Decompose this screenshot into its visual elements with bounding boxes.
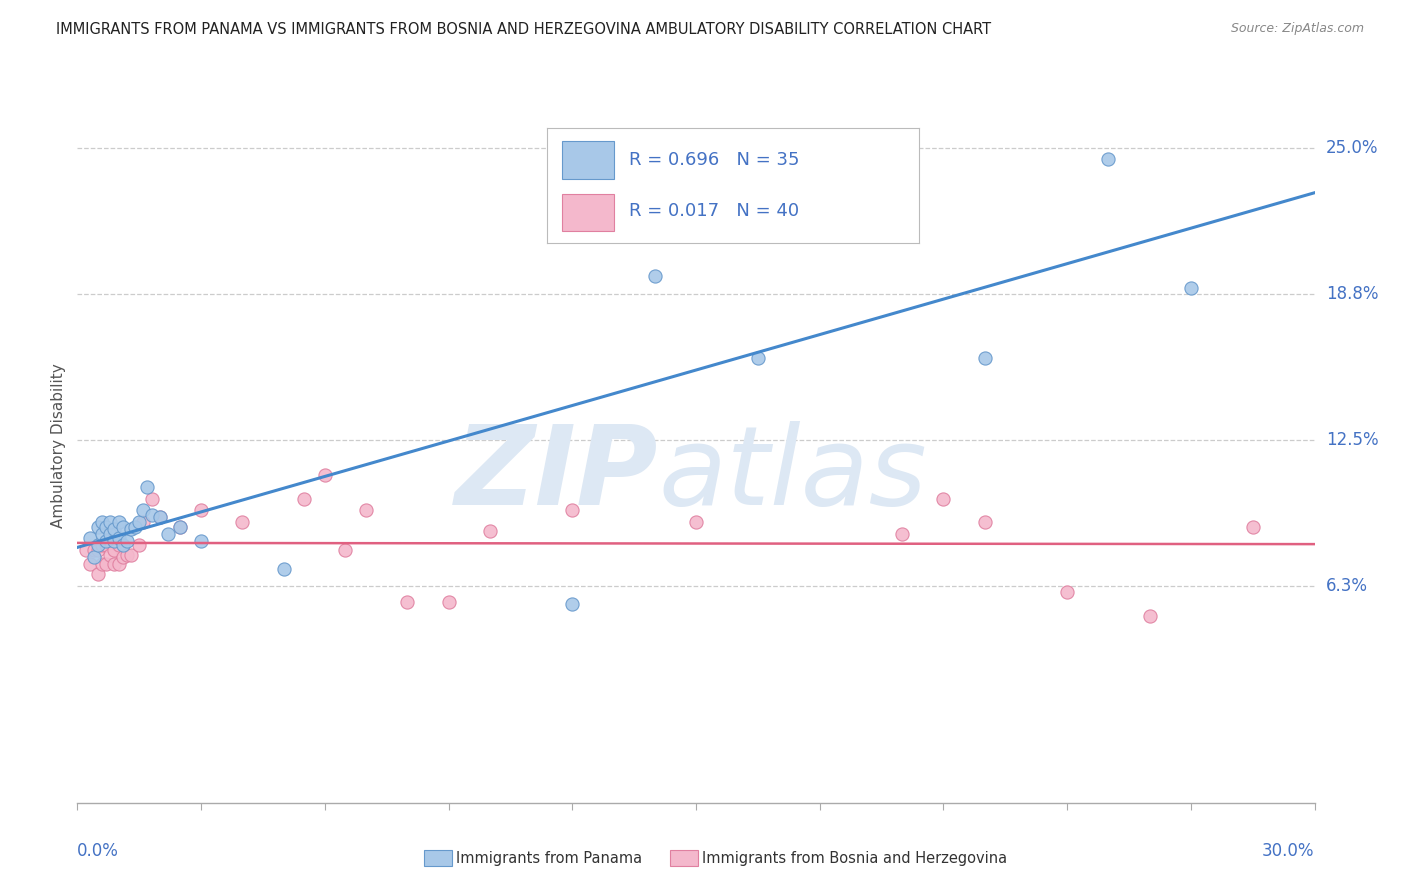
Point	[98, 548, 121, 562]
Point	[747, 351, 769, 366]
Point	[973, 515, 995, 529]
Point	[107, 557, 129, 571]
Point	[273, 562, 295, 576]
Point	[644, 269, 666, 284]
Point	[132, 503, 155, 517]
Point	[87, 566, 110, 581]
Point	[91, 526, 114, 541]
Point	[91, 557, 114, 571]
Point	[849, 199, 872, 213]
Point	[107, 515, 129, 529]
Point	[973, 351, 995, 366]
Point	[103, 543, 125, 558]
Text: atlas: atlas	[659, 421, 928, 528]
Point	[83, 550, 105, 565]
Point	[96, 533, 118, 548]
Point	[1139, 608, 1161, 623]
Point	[87, 519, 110, 533]
Point	[83, 543, 105, 558]
Point	[190, 533, 212, 548]
Point	[1056, 585, 1078, 599]
Text: ZIP: ZIP	[456, 421, 659, 528]
Point	[169, 519, 191, 533]
Point	[98, 533, 121, 548]
Text: IMMIGRANTS FROM PANAMA VS IMMIGRANTS FROM BOSNIA AND HERZEGOVINA AMBULATORY DISA: IMMIGRANTS FROM PANAMA VS IMMIGRANTS FRO…	[56, 22, 991, 37]
Point	[96, 557, 118, 571]
Point	[111, 519, 134, 533]
Point	[103, 533, 125, 548]
Point	[120, 548, 142, 562]
Point	[478, 524, 501, 539]
Point	[111, 538, 134, 552]
Point	[157, 526, 180, 541]
Point	[98, 526, 121, 541]
Point	[124, 519, 146, 533]
Text: 0.0%: 0.0%	[77, 842, 120, 860]
Text: Source: ZipAtlas.com: Source: ZipAtlas.com	[1230, 22, 1364, 36]
Point	[115, 533, 138, 548]
Point	[1180, 281, 1202, 295]
Point	[107, 538, 129, 552]
Point	[354, 503, 377, 517]
Text: 18.8%: 18.8%	[1326, 285, 1378, 303]
Point	[141, 508, 163, 522]
Point	[96, 538, 118, 552]
Y-axis label: Ambulatory Disability: Ambulatory Disability	[51, 364, 66, 528]
Point	[79, 557, 101, 571]
Point	[932, 491, 955, 506]
Point	[685, 515, 707, 529]
Point	[96, 519, 118, 533]
Point	[107, 532, 129, 546]
Point	[891, 526, 914, 541]
Point	[115, 548, 138, 562]
Point	[136, 480, 159, 494]
Point	[149, 510, 172, 524]
Point	[335, 543, 357, 558]
Point	[103, 557, 125, 571]
Point	[132, 515, 155, 529]
Point	[1097, 153, 1119, 167]
Text: 6.3%: 6.3%	[1326, 577, 1368, 595]
Point	[292, 491, 315, 506]
Point	[87, 543, 110, 558]
Point	[149, 510, 172, 524]
Point	[103, 522, 125, 536]
Point	[231, 515, 253, 529]
Text: 12.5%: 12.5%	[1326, 431, 1378, 450]
Point	[111, 550, 134, 565]
Point	[120, 522, 142, 536]
Point	[1241, 519, 1264, 533]
Text: Immigrants from Panama: Immigrants from Panama	[456, 851, 643, 865]
Point	[141, 491, 163, 506]
Point	[91, 515, 114, 529]
Text: 25.0%: 25.0%	[1326, 138, 1378, 157]
Point	[79, 532, 101, 546]
Point	[314, 468, 336, 483]
Point	[128, 538, 150, 552]
Point	[190, 503, 212, 517]
Point	[396, 594, 419, 608]
Point	[169, 519, 191, 533]
Text: Immigrants from Bosnia and Herzegovina: Immigrants from Bosnia and Herzegovina	[702, 851, 1007, 865]
Point	[98, 515, 121, 529]
Point	[561, 597, 583, 611]
Point	[91, 538, 114, 552]
Point	[128, 515, 150, 529]
Point	[561, 503, 583, 517]
Text: 30.0%: 30.0%	[1263, 842, 1315, 860]
Point	[87, 538, 110, 552]
Point	[75, 543, 97, 558]
Point	[437, 594, 460, 608]
